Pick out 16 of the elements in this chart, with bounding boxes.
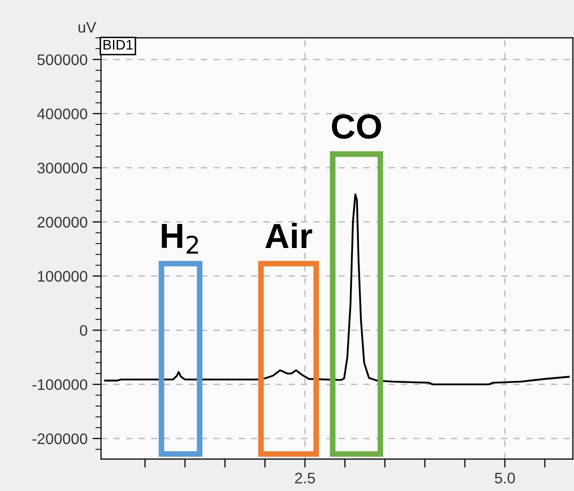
y-tick-label: 0 [80,325,88,336]
y-tick-label: 100000 [38,270,88,282]
line-series [104,193,570,386]
y-tick-label: -200000 [32,433,88,444]
y-tick-label: 500000 [37,54,88,66]
annotation: Air [265,222,312,248]
annotation: CO [332,114,382,139]
x-tick-label: 2.5 [295,472,315,484]
annotation: BID1 [104,40,133,50]
y-tick-label: 200000 [38,216,88,228]
x-tick-label: 5.0 [494,472,515,484]
annotation: H$_{2}$ [162,224,198,254]
y-tick-label: 400000 [37,108,88,120]
y-axis-title: uV [78,22,96,33]
y-tick-label: 300000 [37,162,88,174]
y-tick-label: -100000 [32,379,88,390]
